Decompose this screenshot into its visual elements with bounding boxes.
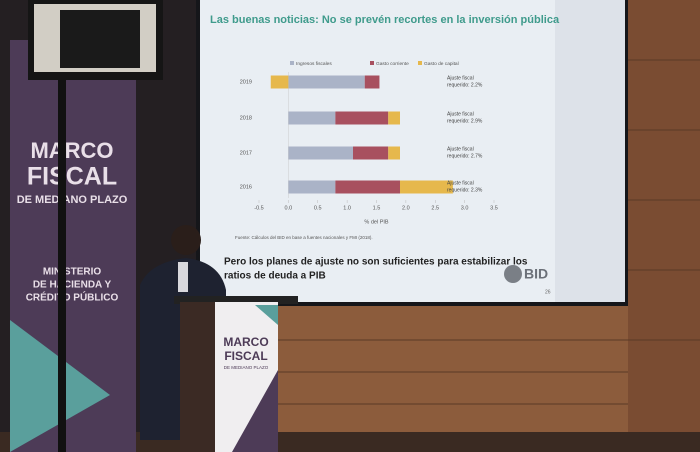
logo-mark	[504, 265, 522, 283]
logo: BID	[524, 266, 548, 282]
banner-text: MINISTERIO	[43, 267, 102, 278]
y-tick-label: 2018	[240, 115, 252, 121]
x-tick-label: 0.5	[314, 205, 322, 211]
legend-label: Gasto corriente	[376, 61, 409, 67]
bar-segment	[388, 146, 400, 160]
source: Fuente: Cálculos del BID en base a fuent…	[235, 235, 373, 240]
bar-segment	[388, 111, 400, 125]
podium-text: DE MEDIANO PLAZO	[224, 365, 269, 370]
banner-text: MARCO	[30, 138, 113, 163]
legend-swatch	[370, 61, 374, 65]
speaker-head	[171, 225, 201, 255]
podium-shape	[255, 305, 278, 325]
annotation: Ajuste fiscal	[447, 146, 474, 152]
x-tick-label: 2.0	[402, 205, 410, 211]
podium-text: FISCAL	[224, 349, 267, 363]
legend-swatch	[290, 61, 294, 65]
slide-title: Las buenas noticias: No se prevén recort…	[210, 14, 560, 26]
podium-text: MARCO	[223, 335, 268, 349]
bar-segment	[288, 180, 336, 194]
banner-text: FISCAL	[27, 163, 117, 191]
wood-wall	[278, 305, 628, 435]
bar-segment	[288, 146, 353, 160]
annotation: Ajuste fiscal	[447, 180, 474, 186]
screen-shade	[555, 0, 625, 302]
banner-text: CRÉDITO PÚBLICO	[26, 291, 119, 304]
light-barn	[60, 10, 140, 68]
legend-label: Ingresos fiscales	[296, 61, 332, 67]
bar-segment	[335, 111, 389, 125]
panel-lines	[278, 59, 700, 405]
legend-label: Gasto de capital	[424, 61, 459, 67]
annotation: requerido: 2.9%	[447, 118, 483, 124]
bar-segment	[288, 111, 336, 125]
speaker-shirt	[178, 262, 188, 292]
podium-shape	[232, 370, 278, 452]
x-axis-label: % del PIB	[364, 219, 388, 225]
banner-text: DE MEDIANO PLAZO	[17, 194, 128, 206]
x-tick-label: 1.5	[373, 205, 381, 211]
x-tick-label: 1.0	[343, 205, 351, 211]
annotation: Ajuste fiscal	[447, 75, 474, 81]
slide-chart: Ingresos fiscales Gasto corriente Gasto de…	[240, 61, 498, 226]
annotation: requerido: 2.7%	[447, 153, 483, 159]
annotation: requerido: 2.2%	[447, 82, 483, 88]
y-tick-label: 2016	[240, 184, 252, 190]
y-tick-label: 2017	[240, 150, 252, 156]
bar-segment	[335, 180, 400, 194]
bar-segment	[400, 180, 453, 194]
subtitle: ratios de deuda a PIB	[224, 271, 326, 282]
podium-side	[180, 302, 218, 452]
wood-panel	[625, 0, 700, 452]
bar-segment	[353, 146, 389, 160]
light-pole	[58, 30, 66, 452]
legend-swatch	[418, 61, 422, 65]
annotation: requerido: 2.3%	[447, 187, 483, 193]
banner-text: DE HACIENDA Y	[33, 280, 112, 291]
x-tick-label: 0.0	[285, 205, 293, 211]
podium-top	[174, 296, 298, 304]
y-tick-label: 2019	[240, 79, 252, 85]
x-tick-label: 3.5	[490, 205, 498, 211]
subtitle: Pero los planes de ajuste no son suficie…	[224, 257, 528, 268]
screen	[200, 0, 625, 302]
x-tick-label: -0.5	[254, 205, 263, 211]
bar-segment	[288, 75, 365, 89]
page-number: 26	[545, 289, 551, 295]
x-tick-label: 3.0	[461, 205, 469, 211]
x-tick-label: 2.5	[431, 205, 439, 211]
bar-segment	[364, 75, 380, 89]
annotation: Ajuste fiscal	[447, 111, 474, 117]
bar-segment	[270, 75, 289, 89]
